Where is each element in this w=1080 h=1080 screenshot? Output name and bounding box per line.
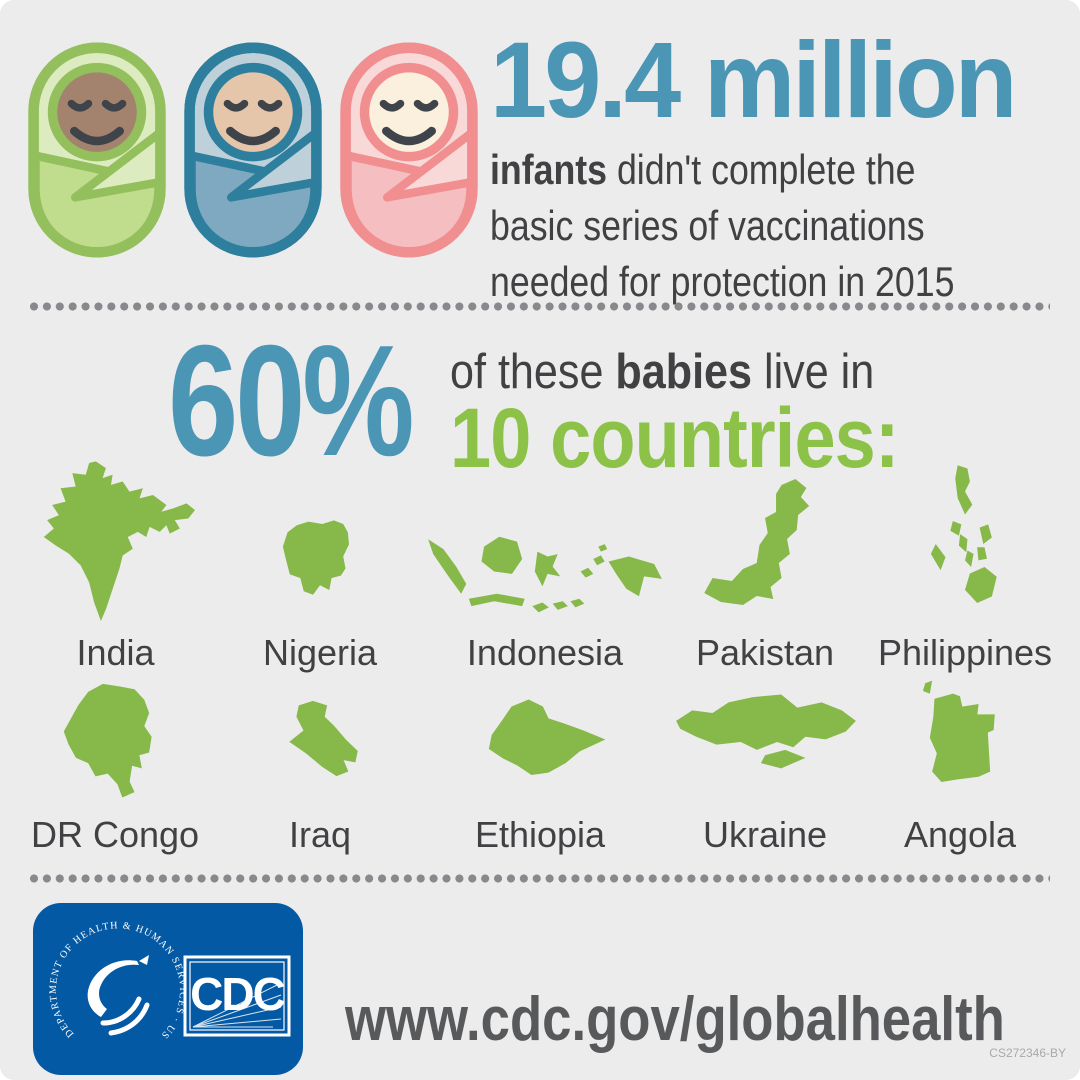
country-label: Iraq (288, 814, 352, 855)
swaddled-baby-pink-icon (338, 36, 480, 264)
country-block-pakistan: Pakistan (692, 456, 838, 674)
country-block-indonesia: Indonesia (418, 456, 672, 674)
lead-bold-word: babies (615, 345, 753, 399)
headline-description: infants didn't complete the basic series… (490, 142, 1076, 310)
swaddled-baby-green-icon (26, 36, 168, 264)
country-block-nigeria: Nigeria (252, 456, 388, 674)
country-label: Nigeria (262, 632, 378, 673)
map-angola (922, 680, 995, 782)
country-block-philippines: Philippines (878, 456, 1052, 674)
country-label: Philippines (877, 632, 1053, 673)
country-label: Angola (903, 814, 1017, 855)
map-philippines (930, 465, 997, 604)
country-block-drcongo: DR Congo (31, 668, 199, 856)
countries-count-text: 10 countries: (450, 391, 900, 485)
map-ukraine (676, 694, 856, 769)
percent-stat: 60% (168, 313, 415, 489)
map-indonesia (428, 536, 662, 613)
country-block-ethiopia: Ethiopia (458, 668, 622, 856)
desc-line2: basic series of vaccinations (490, 201, 925, 249)
country-block-iraq: Iraq (250, 668, 390, 856)
eagle-icon (87, 960, 139, 1017)
dotted-divider-top (30, 302, 1050, 311)
cdc-acronym: CDC (190, 968, 284, 1020)
country-label: Ethiopia (474, 814, 606, 855)
baby-icons-group (26, 36, 480, 264)
country-block-india: India (28, 456, 203, 674)
swaddled-baby-blue-icon (182, 36, 324, 264)
headline-block: 19.4 million infants didn't complete the… (490, 26, 1076, 310)
country-block-ukraine: Ukraine (662, 668, 868, 856)
country-label: Ukraine (702, 814, 828, 855)
desc-line3: needed for protection in 2015 (490, 257, 955, 305)
map-nigeria (282, 520, 349, 595)
country-label: DR Congo (30, 814, 200, 855)
country-label: India (76, 632, 155, 673)
dotted-divider-bottom (30, 874, 1050, 883)
map-iraq (289, 700, 358, 777)
globalhealth-url-link[interactable]: www.cdc.gov/globalhealth (345, 985, 1005, 1054)
map-pakistan (704, 479, 810, 605)
map-ethiopia (488, 699, 606, 775)
country-label: Pakistan (695, 632, 835, 673)
country-label: Indonesia (466, 632, 624, 673)
desc-line1: didn't complete the (607, 146, 916, 193)
percent-lead-text: of these babies live in (450, 345, 875, 399)
country-block-angola: Angola (886, 668, 1034, 856)
cdc-hhs-logo: DEPARTMENT OF HEALTH & HUMAN SERVICES · … (33, 903, 303, 1075)
cdc-wordmark: CDC (183, 955, 291, 1037)
map-india (43, 461, 195, 621)
document-id: CS272346-BY (989, 1046, 1066, 1060)
desc-bold-word: infants (490, 146, 608, 193)
headline-stat: 19.4 million (490, 19, 1017, 140)
map-dr-congo (63, 683, 152, 798)
